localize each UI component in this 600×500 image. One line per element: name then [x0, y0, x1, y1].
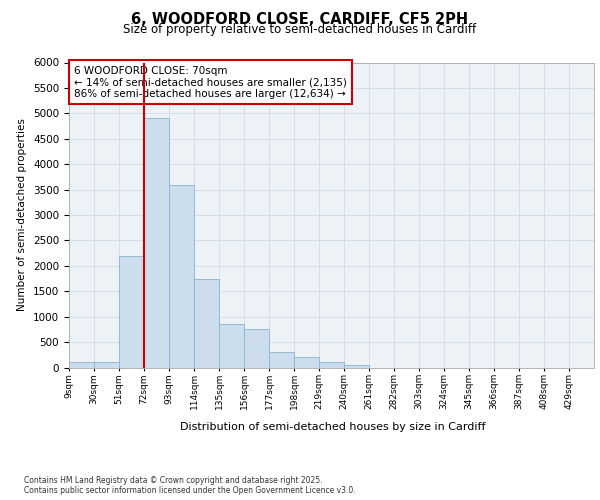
Y-axis label: Number of semi-detached properties: Number of semi-detached properties — [17, 118, 28, 312]
Bar — [244, 330, 269, 368]
Text: 6, WOODFORD CLOSE, CARDIFF, CF5 2PH: 6, WOODFORD CLOSE, CARDIFF, CF5 2PH — [131, 12, 469, 28]
Bar — [94, 362, 119, 368]
Bar — [219, 324, 244, 368]
Bar — [69, 362, 94, 368]
Bar — [294, 358, 319, 368]
Bar — [269, 352, 294, 368]
Text: 6 WOODFORD CLOSE: 70sqm
← 14% of semi-detached houses are smaller (2,135)
86% of: 6 WOODFORD CLOSE: 70sqm ← 14% of semi-de… — [74, 66, 347, 99]
Bar — [144, 118, 169, 368]
Text: Contains HM Land Registry data © Crown copyright and database right 2025.
Contai: Contains HM Land Registry data © Crown c… — [24, 476, 356, 495]
Bar — [119, 256, 144, 368]
Bar — [169, 184, 194, 368]
Text: Distribution of semi-detached houses by size in Cardiff: Distribution of semi-detached houses by … — [180, 422, 486, 432]
Bar — [194, 278, 219, 368]
Bar — [319, 362, 344, 368]
Bar — [344, 365, 369, 368]
Text: Size of property relative to semi-detached houses in Cardiff: Size of property relative to semi-detach… — [124, 22, 476, 36]
